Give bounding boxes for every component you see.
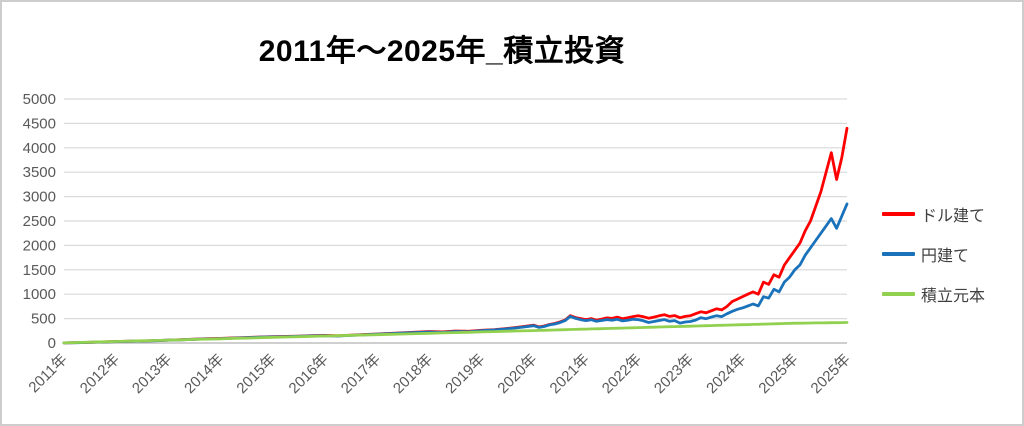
x-tick-label: 2023年 xyxy=(651,351,697,397)
y-tick-label: 0 xyxy=(48,335,56,352)
x-tick-label: 2020年 xyxy=(494,351,540,397)
y-tick-label: 500 xyxy=(31,311,56,328)
y-tick-label: 1000 xyxy=(23,286,56,303)
legend-label-dollar: ドル建て xyxy=(921,208,986,225)
x-tick-label: 2016年 xyxy=(286,351,332,397)
x-tick-label: 2021年 xyxy=(547,351,593,397)
series-line-principal xyxy=(62,321,849,345)
x-tick-label: 2014年 xyxy=(181,351,227,397)
legend-swatch-yen xyxy=(882,252,915,256)
y-tick-label: 3000 xyxy=(23,189,56,206)
legend-swatch-dollar xyxy=(882,212,915,216)
x-tick-label: 2025年 xyxy=(808,351,854,397)
legend-item-dollar: ドル建て xyxy=(882,202,985,226)
x-tick-label: 2022年 xyxy=(599,351,645,397)
x-tick-label: 2024年 xyxy=(703,351,749,397)
legend: ドル建て 円建て 積立元本 xyxy=(882,202,985,306)
y-tick-label: 1500 xyxy=(23,262,56,279)
x-tick-label: 2018年 xyxy=(390,351,436,397)
chart-title: 2011年～2025年_積立投資 xyxy=(258,35,626,68)
y-tick-label: 4500 xyxy=(23,115,56,132)
x-tick-label: 2011年 xyxy=(25,351,70,396)
x-tick-label: 2025年 xyxy=(755,351,801,397)
y-tick-label: 2500 xyxy=(23,213,56,230)
x-tick-label: 2013年 xyxy=(129,351,175,397)
series-line-yen xyxy=(62,202,849,345)
y-tick-label: 5000 xyxy=(23,91,56,108)
x-tick-label: 2015年 xyxy=(233,351,279,397)
y-tick-label: 4000 xyxy=(23,140,56,157)
legend-label-yen: 円建て xyxy=(921,248,970,265)
series-line-dollar xyxy=(62,126,849,345)
legend-item-yen: 円建て xyxy=(882,242,985,266)
legend-swatch-principal xyxy=(882,292,915,296)
legend-label-principal: 積立元本 xyxy=(921,288,986,305)
x-tick-label: 2019年 xyxy=(442,351,488,397)
y-tick-label: 2000 xyxy=(23,237,56,254)
x-tick-label: 2017年 xyxy=(338,351,384,397)
x-tick-label: 2012年 xyxy=(77,351,123,397)
legend-item-principal: 積立元本 xyxy=(882,282,985,306)
y-tick-label: 3500 xyxy=(23,164,56,181)
